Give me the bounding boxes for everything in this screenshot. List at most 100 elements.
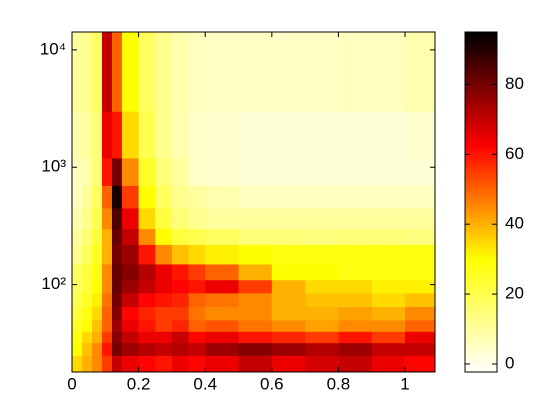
heat-cell [138,207,156,230]
heat-cell [238,111,273,159]
heat-cell [81,355,93,373]
colorbar-segment [465,199,497,203]
heat-cell [111,342,123,356]
heat-cell [371,263,406,281]
heat-cell [81,228,93,245]
colorbar-segment [465,100,497,104]
colorbar-segment [465,244,497,248]
heat-cell [305,342,339,356]
heat-cell [72,342,83,356]
heat-cell [271,279,306,294]
heat-cell [238,279,273,294]
heat-cell [338,279,373,294]
heat-cell [121,331,140,344]
colorbar-segment [465,264,497,268]
heat-cell [155,292,173,308]
heat-cell [91,263,103,281]
heat-cell [101,306,113,321]
heat-cell [405,185,436,209]
heat-cell [188,111,206,159]
heat-cell [238,207,273,230]
heat-cell [205,244,240,265]
heat-cell [371,331,406,344]
heat-cell [138,263,156,281]
heat-cell [138,244,156,265]
colorbar-segment [465,360,497,364]
heat-cell [371,355,406,373]
heat-cell [238,331,273,344]
colorbar-segment [465,369,497,373]
heat-cell [371,185,406,209]
colorbar-segment [465,318,497,322]
colorbar-tick-label: 20 [505,284,524,303]
heat-cell [171,32,190,112]
colorbar-segment [465,236,497,240]
heat-cell [371,342,406,356]
colorbar-segment [465,168,497,172]
heat-cell [305,32,339,112]
heat-cell [111,32,123,112]
heat-cell [155,185,173,209]
colorbar-segment [465,357,497,362]
heat-cell [121,111,140,159]
heat-cell [155,263,173,281]
colorbar-segment [465,66,497,70]
colorbar-segment [465,224,497,228]
colorbar-segment [465,51,497,56]
heat-cell [371,207,406,230]
heat-cell [155,342,173,356]
heat-cell [72,279,83,294]
heat-cell [238,355,273,373]
heat-cell [188,331,206,344]
heat-cell [101,185,113,209]
heat-cell [101,342,113,356]
heat-cell [111,355,123,373]
heat-cell [91,185,103,209]
colorbar-segment [465,165,497,169]
heat-cell [305,244,339,265]
heat-cell [238,306,273,321]
colorbar-segment [465,272,497,277]
heat-cell [238,263,273,281]
colorbar-segment [465,125,497,129]
colorbar-segment [465,363,497,367]
heat-cell [171,331,190,344]
colorbar-segment [465,247,497,251]
y-tick-label: 10³ [41,157,66,176]
colorbar-segment [465,275,497,279]
heat-cell [405,111,436,159]
heat-cell [91,207,103,230]
x-tick-label: 0.6 [260,374,284,393]
colorbar-segment [465,122,497,126]
heat-cell [101,263,113,281]
heat-cell [271,32,306,112]
heat-cell [238,292,273,308]
heat-cell [171,207,190,230]
colorbar-segment [465,71,497,75]
colorbar-segment [465,227,497,231]
heat-cell [171,244,190,265]
heat-cell [171,342,190,356]
heat-cell [305,331,339,344]
plot-frame [71,31,436,373]
colorbar-segment [465,182,497,186]
heat-cell [271,157,306,186]
heat-cell [155,331,173,344]
colorbar-segment [465,352,497,356]
colorbar-segment [465,216,497,220]
heat-cell [121,185,140,209]
heat-cell [171,319,190,332]
colorbar-segment [465,326,497,330]
colorbar-segment [465,289,497,294]
heat-cell [155,306,173,321]
heat-cell [205,228,240,245]
heat-cell [155,355,173,373]
heat-cell [121,157,140,186]
colorbar-segment [465,241,497,245]
heat-cell [72,157,83,186]
heat-cell [138,306,156,321]
colorbar-segment [465,309,497,313]
heat-cell [405,319,436,332]
heat-cell [81,157,93,186]
colorbar-segment [465,176,497,180]
